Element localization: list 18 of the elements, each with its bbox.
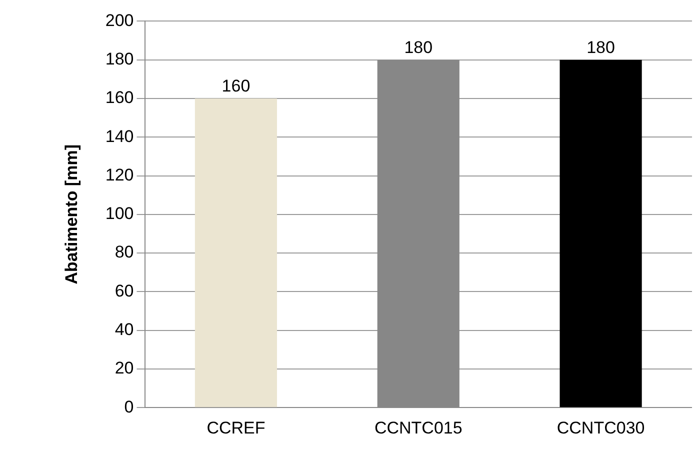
data-label: 160 [222,76,250,96]
y-tick-label: 140 [105,126,134,146]
y-tick-label: 200 [105,10,134,30]
data-label: 180 [586,38,615,58]
y-tick-label: 0 [124,397,134,416]
y-tick-label: 100 [105,204,134,224]
data-label: 180 [404,38,433,58]
y-axis-title: Abatimento [mm] [62,144,81,284]
y-tick-label: 120 [105,165,134,184]
x-tick-label: CCREF [206,418,266,438]
x-tick-label: CCNTC030 [556,418,645,438]
y-tick-label: 20 [114,358,134,378]
x-tick-label: CCNTC015 [374,418,462,438]
y-tick-label: 40 [114,320,134,340]
y-tick-label: 60 [114,281,134,300]
y-tick-label: 160 [105,88,134,108]
y-tick-label: 80 [114,242,134,262]
y-tick-label: 180 [105,50,134,69]
